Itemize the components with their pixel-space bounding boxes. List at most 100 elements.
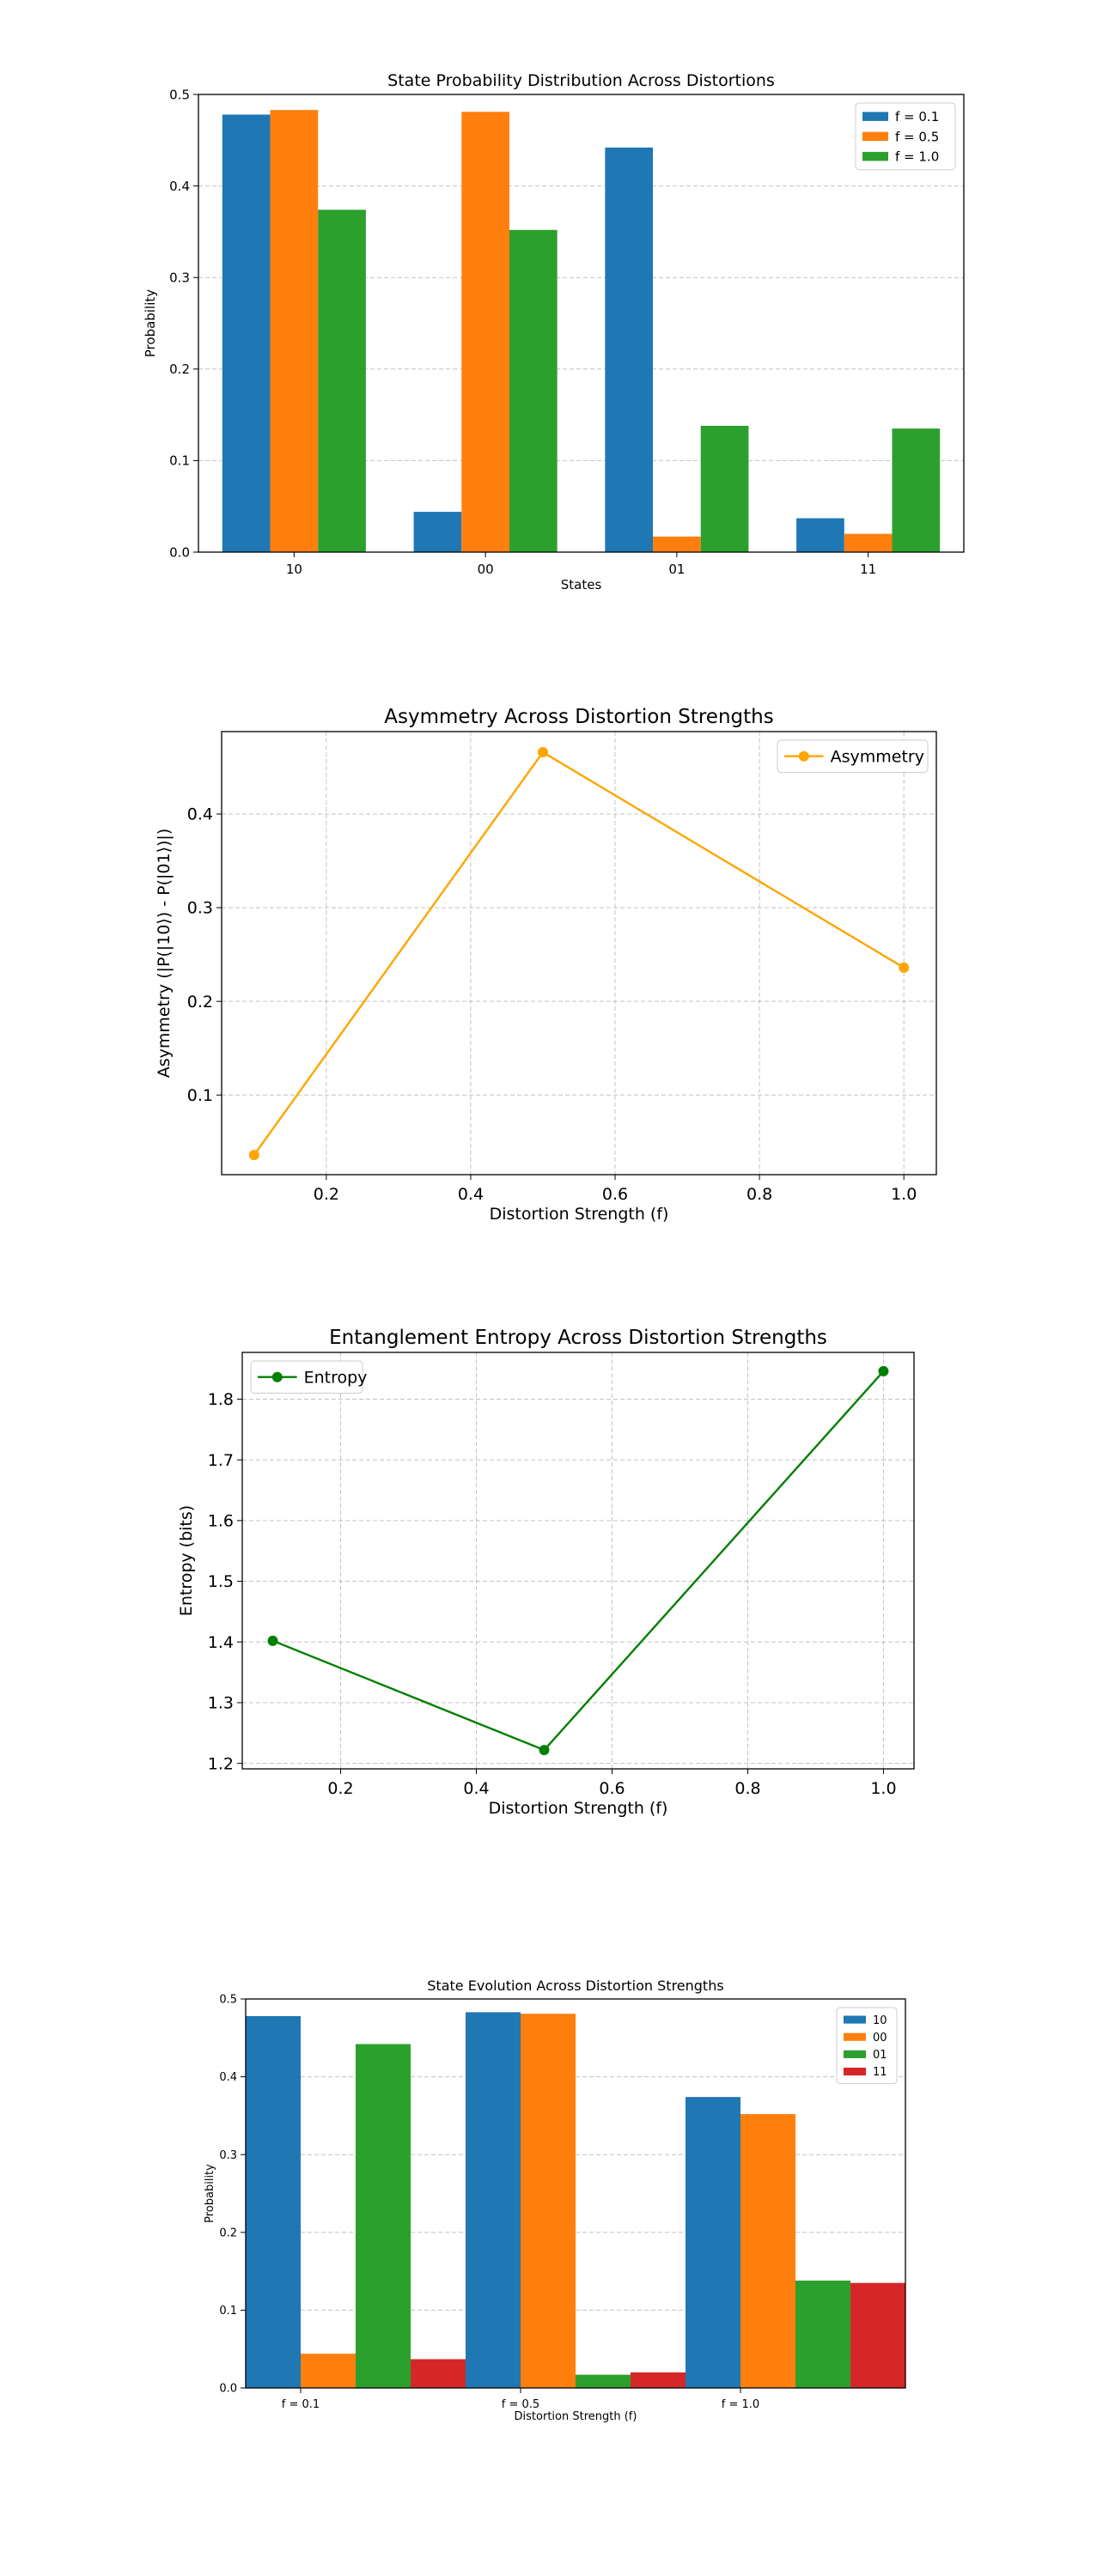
x-tick-label: 0.6 — [602, 1185, 628, 1204]
legend-label: Entropy — [304, 1369, 368, 1388]
bar — [740, 2114, 795, 2388]
legend-label: 00 — [873, 2032, 887, 2044]
legend: Asymmetry — [777, 739, 929, 773]
y-tick-label: 0.4 — [187, 805, 213, 824]
bar — [686, 2097, 740, 2388]
legend-swatch — [862, 131, 888, 142]
x-tick-label: 0.8 — [734, 1779, 760, 1798]
bar — [795, 2280, 850, 2388]
y-tick-label: 0.2 — [169, 361, 190, 377]
y-tick-label: 0.3 — [219, 2149, 237, 2162]
x-tick-label: 0.8 — [747, 1185, 772, 1204]
bar — [700, 425, 749, 552]
y-axis-label: Asymmetry (|P(|10⟩) - P(|01⟩)|) — [155, 829, 174, 1078]
y-tick-label: 0.3 — [187, 899, 213, 918]
y-tick-label: 0.4 — [169, 179, 190, 194]
y-tick-label: 0.1 — [169, 453, 190, 469]
y-tick-label: 0.0 — [169, 544, 190, 560]
x-tick-label: f = 0.1 — [282, 2398, 320, 2411]
legend-label: f = 1.0 — [895, 149, 939, 165]
y-tick-label: 1.6 — [208, 1511, 234, 1530]
bar — [850, 2282, 905, 2388]
y-axis-label: Entropy (bits) — [177, 1505, 196, 1616]
plot-frame — [198, 94, 965, 553]
data-point — [248, 1150, 259, 1161]
bar — [301, 2354, 356, 2388]
legend-box — [777, 739, 929, 773]
series-line — [253, 750, 905, 1156]
data-point — [539, 1745, 550, 1756]
chart-title: Asymmetry Across Distortion Strengths — [384, 706, 773, 728]
legend-swatch — [862, 151, 888, 161]
chart-title: State Evolution Across Distortion Streng… — [427, 1978, 723, 1994]
chart-title: State Probability Distribution Across Di… — [387, 71, 775, 90]
x-tick-label: 0.2 — [327, 1779, 353, 1798]
data-point — [267, 1635, 278, 1646]
x-tick-label: f = 1.0 — [722, 2398, 759, 2411]
legend-swatch — [844, 2032, 866, 2041]
x-tick-label: 0.4 — [463, 1779, 489, 1798]
bar-chart: 0.0 0.1 0.2 0.3 0.4 0.5 10 00 01 11 State Probabil… — [143, 71, 965, 592]
y-tick-label: 1.3 — [208, 1694, 234, 1713]
x-tick-label: 0.2 — [314, 1185, 339, 1204]
x-tick-label: 01 — [668, 562, 685, 577]
x-tick-label: 0.6 — [599, 1779, 625, 1798]
bar — [318, 210, 366, 553]
bar — [576, 2374, 631, 2388]
bar — [461, 112, 509, 552]
x-axis-label: Distortion Strength (f) — [515, 2410, 637, 2423]
x-tick-label: f = 0.5 — [502, 2398, 539, 2411]
legend-box — [836, 2007, 898, 2085]
legend-label: 11 — [873, 2066, 887, 2079]
bar — [222, 114, 271, 552]
legend-box — [250, 1360, 363, 1394]
y-tick-label: 0.4 — [219, 2071, 237, 2084]
bar — [653, 536, 701, 552]
plot-frame — [241, 1352, 915, 1770]
bar — [411, 2359, 466, 2388]
bar — [466, 2012, 521, 2388]
legend: f = 0.1 f = 0.5 f = 1.0 — [855, 102, 956, 171]
y-tick-label: 1.8 — [208, 1390, 234, 1409]
legend-marker — [798, 750, 809, 762]
y-tick-label: 1.7 — [208, 1451, 234, 1470]
bar — [356, 2044, 411, 2388]
chart-title: Entanglement Entropy Across Distortion S… — [329, 1327, 827, 1349]
x-axis-label: States — [561, 577, 602, 592]
bar — [509, 229, 558, 552]
y-tick-label: 0.2 — [219, 2227, 237, 2239]
line-chart: 0.1 0.2 0.3 0.4 0.2 0.4 0.6 0.8 1.0 Asymmetry Acr… — [155, 706, 937, 1224]
bar — [892, 428, 941, 552]
legend-marker — [271, 1371, 283, 1382]
plot-frame — [245, 1998, 906, 2389]
data-point — [878, 1365, 889, 1376]
legend-swatch — [844, 2067, 866, 2076]
y-tick-label: 1.5 — [208, 1572, 234, 1591]
y-tick-label: 0.1 — [187, 1086, 213, 1105]
bar — [413, 512, 462, 552]
y-axis-label: Probability — [204, 2164, 216, 2223]
y-tick-label: 1.4 — [208, 1633, 234, 1652]
data-point — [537, 747, 548, 757]
y-tick-label: 1.2 — [208, 1754, 234, 1773]
x-tick-label: 1.0 — [870, 1779, 896, 1798]
legend-swatch — [844, 2015, 866, 2024]
series-line — [272, 1370, 885, 1752]
bar — [844, 533, 893, 552]
x-tick-label: 11 — [860, 562, 876, 577]
bar — [521, 2014, 576, 2388]
bar — [631, 2372, 686, 2388]
y-tick-label: 0.3 — [169, 270, 190, 285]
y-tick-label: 0.5 — [219, 1994, 237, 2007]
bar-chart: 0.0 0.1 0.2 0.3 0.4 0.5 f = 0.1 f = 0.5 f = 1.0 S… — [204, 1978, 906, 2423]
bar — [605, 147, 654, 552]
legend-label: f = 0.5 — [895, 129, 939, 144]
y-tick-label: 0.5 — [169, 87, 190, 102]
legend-swatch — [844, 2050, 866, 2058]
y-tick-label: 0.2 — [187, 993, 213, 1012]
bar — [796, 518, 844, 552]
x-tick-label: 10 — [286, 562, 302, 577]
legend-label: f = 0.1 — [895, 109, 939, 125]
data-point — [899, 962, 910, 973]
